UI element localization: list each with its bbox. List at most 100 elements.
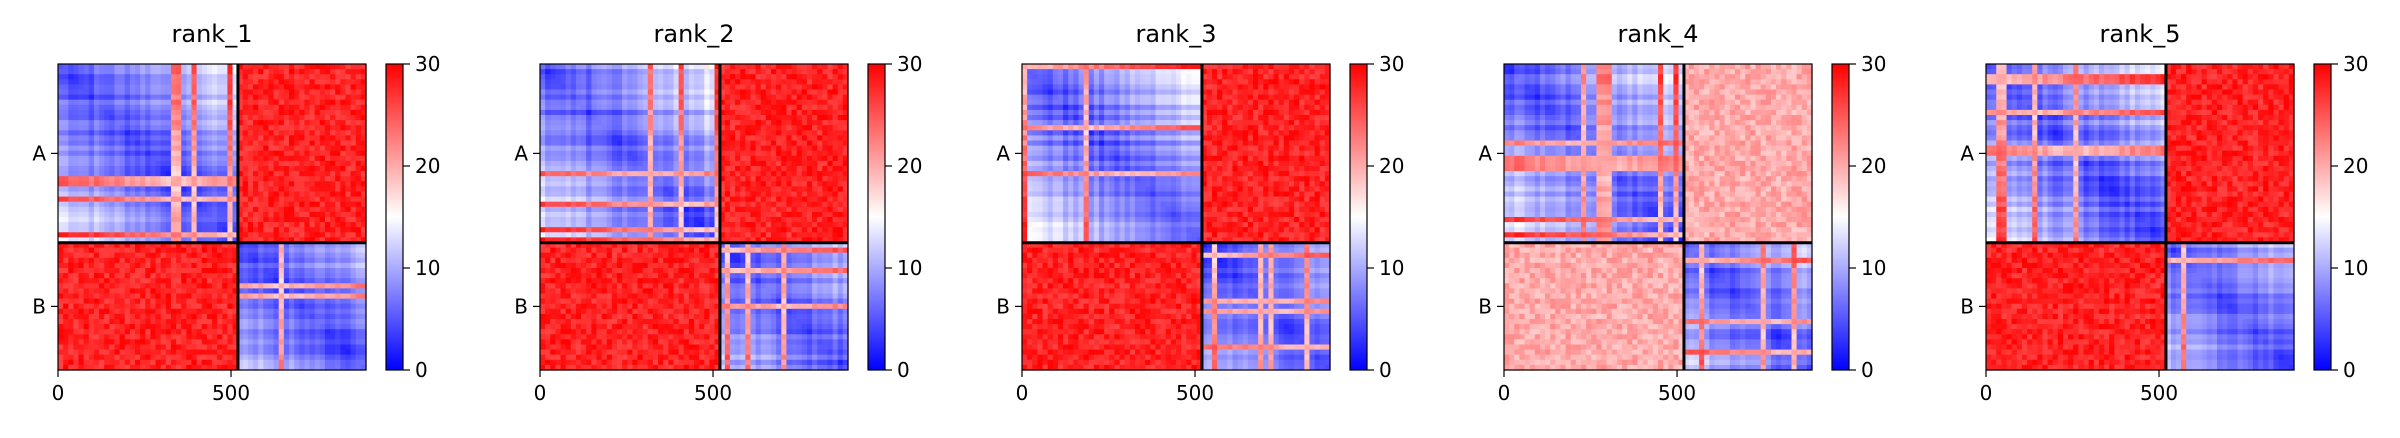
heatmap-cell (104, 349, 110, 356)
heatmap-cell (222, 349, 228, 356)
heatmap-cell (575, 99, 582, 106)
heatmap-cell (247, 191, 254, 198)
heatmap-cell (247, 99, 254, 106)
heatmap-cell (196, 344, 203, 351)
heatmap-cell (350, 339, 357, 346)
heatmap-cell (150, 150, 157, 157)
heatmap-cell (565, 120, 572, 126)
heatmap-cell (129, 308, 136, 315)
heatmap-cell (68, 140, 74, 147)
heatmap-cell (637, 125, 644, 131)
heatmap-cell (570, 69, 577, 75)
heatmap-cell (309, 196, 316, 203)
heatmap-cell (140, 120, 146, 126)
heatmap-cell (632, 130, 639, 136)
heatmap-cell (99, 313, 105, 320)
heatmap-cell (73, 99, 80, 106)
heatmap-cell (73, 115, 80, 121)
heatmap-cell (232, 150, 239, 157)
heatmap-cell (58, 288, 64, 295)
heatmap-cell (119, 196, 126, 203)
heatmap-cell (617, 69, 623, 75)
heatmap-cell (299, 125, 305, 131)
heatmap-cell (155, 104, 162, 111)
heatmap-cell (340, 227, 347, 233)
heatmap-cell (550, 166, 556, 172)
heatmap-cell (340, 125, 347, 131)
heatmap-cell (201, 64, 208, 70)
heatmap-cell (704, 115, 710, 121)
heatmap-cell (360, 104, 367, 111)
heatmap-cell (314, 257, 321, 264)
heatmap-cell (160, 273, 167, 279)
heatmap-cell (771, 140, 777, 147)
heatmap-cell (350, 308, 357, 315)
heatmap-cell (88, 217, 95, 223)
heatmap-cell (150, 176, 157, 182)
heatmap-cell (258, 145, 264, 152)
heatmap-cell (160, 262, 167, 269)
heatmap-cell (196, 222, 203, 228)
heatmap-cell (760, 94, 767, 101)
heatmap-cell (253, 283, 259, 289)
heatmap-cell (165, 171, 172, 177)
heatmap-cell (186, 262, 193, 269)
heatmap-cell (658, 99, 664, 106)
heatmap-cell (201, 201, 208, 208)
heatmap-cell (109, 104, 116, 111)
heatmap-cell (181, 298, 187, 305)
heatmap-cell (776, 94, 782, 101)
heatmap-cell (140, 268, 146, 274)
heatmap-cell (545, 135, 551, 142)
heatmap-cell (719, 69, 726, 75)
heatmap-cell (135, 222, 141, 228)
heatmap-cell (724, 109, 731, 116)
heatmap-cell (330, 201, 336, 208)
heatmap-cell (104, 227, 110, 233)
heatmap-cell (253, 308, 259, 315)
heatmap-cell (140, 324, 146, 330)
heatmap-cell (73, 171, 80, 177)
heatmap-cell (232, 273, 239, 279)
heatmap-cell (140, 349, 146, 356)
heatmap-cell (324, 278, 331, 284)
heatmap-cell (145, 257, 151, 264)
heatmap-cell (632, 150, 639, 157)
heatmap-cell (63, 334, 69, 340)
heatmap-cell (150, 237, 157, 244)
heatmap-cell (237, 319, 244, 325)
heatmap-cell (760, 115, 767, 121)
heatmap-cell (63, 247, 69, 254)
heatmap-cell (155, 211, 162, 218)
heatmap-cell (268, 278, 275, 284)
heatmap-cell (304, 252, 311, 259)
heatmap-cell (760, 166, 767, 172)
heatmap-cell (176, 89, 182, 96)
heatmap-cell (704, 84, 710, 91)
heatmap-cell (309, 308, 316, 315)
heatmap-cell (247, 293, 254, 300)
heatmap-cell (652, 135, 659, 142)
heatmap-cell (314, 201, 321, 208)
heatmap-cell (99, 191, 105, 198)
heatmap-cell (232, 191, 239, 198)
heatmap-cell (278, 89, 285, 96)
heatmap-cell (145, 99, 151, 106)
heatmap-cell (560, 125, 567, 131)
heatmap-cell (314, 349, 321, 356)
heatmap-cell (83, 242, 90, 249)
heatmap-cell (324, 217, 331, 223)
heatmap-cell (109, 298, 116, 305)
heatmap-cell (93, 303, 100, 310)
heatmap-cell (704, 120, 710, 126)
heatmap-cell (135, 329, 141, 335)
heatmap-cell (263, 155, 270, 162)
heatmap-cell (324, 227, 331, 233)
heatmap-cell (129, 89, 136, 96)
heatmap-cell (206, 211, 213, 218)
heatmap-cell (63, 293, 69, 300)
heatmap-cell (135, 160, 141, 167)
heatmap-cell (140, 273, 146, 279)
heatmap-cell (304, 99, 311, 106)
heatmap-cell (140, 69, 146, 75)
